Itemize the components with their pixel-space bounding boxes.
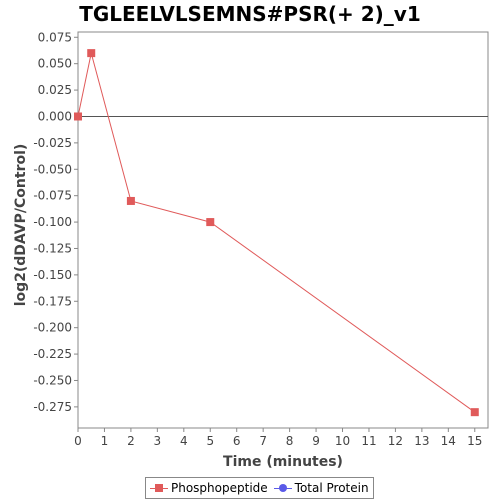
y-tick-label: -0.050: [33, 162, 72, 176]
y-tick-label: -0.200: [33, 321, 72, 335]
x-tick-label: 4: [180, 434, 188, 448]
y-tick-label: -0.125: [33, 241, 72, 255]
legend-label: Phosphopeptide: [171, 481, 268, 495]
x-tick-label: 11: [361, 434, 376, 448]
series-layer: [74, 49, 479, 417]
y-tick-label: 0.050: [38, 57, 72, 71]
x-tick-label: 15: [467, 434, 482, 448]
x-tick-label: 2: [127, 434, 135, 448]
axes: 0.075 0.050 0.025 0.000 -0.025 -0.050 -0.075 -0…: [33, 30, 489, 448]
legend: Phosphopeptide Total Protein: [145, 477, 374, 499]
y-tick-label: -0.075: [33, 189, 72, 203]
y-tick-label: -0.025: [33, 136, 72, 150]
legend-label: Total Protein: [294, 481, 369, 495]
x-tick-label: 12: [388, 434, 403, 448]
y-axis-title: log2(dDAVP/Control): [13, 144, 29, 307]
y-tick-label: -0.275: [33, 400, 72, 414]
x-tick-label: 0: [74, 434, 82, 448]
data-point-square: [470, 408, 479, 417]
x-tick-label: 6: [233, 434, 241, 448]
y-tick-label: -0.100: [33, 215, 72, 229]
data-point-square: [74, 112, 82, 121]
y-tick-label: -0.250: [33, 373, 72, 387]
legend-swatch-square-icon: [150, 483, 168, 493]
x-tick-label: 13: [414, 434, 429, 448]
x-tick-label: 8: [286, 434, 294, 448]
y-tick-label: -0.225: [33, 347, 72, 361]
x-tick-label: 14: [441, 434, 456, 448]
chart-title: TGLEELVLSEMNS#PSR(+ 2)_v1: [79, 2, 421, 26]
plot-frame: [77, 31, 489, 429]
x-tick-label: 3: [154, 434, 162, 448]
x-tick-label: 10: [335, 434, 350, 448]
x-axis-title: Time (minutes): [223, 454, 343, 470]
x-tick-label: 5: [206, 434, 214, 448]
x-tick-label: 7: [259, 434, 267, 448]
legend-item-phosphopeptide: Phosphopeptide: [150, 481, 268, 495]
data-point-square: [126, 196, 135, 205]
y-tick-label: 0.000: [38, 109, 72, 123]
x-tick-label: 1: [101, 434, 109, 448]
data-point-square: [87, 49, 96, 58]
legend-swatch-circle-icon: [273, 483, 292, 493]
y-tick-label: -0.175: [33, 294, 72, 308]
y-tick-label: 0.075: [38, 30, 72, 44]
y-tick-label: -0.150: [33, 268, 72, 282]
x-tick-label: 9: [312, 434, 320, 448]
data-point-square: [206, 218, 215, 227]
y-tick-label: 0.025: [38, 83, 72, 97]
legend-item-total-protein: Total Protein: [273, 481, 369, 495]
